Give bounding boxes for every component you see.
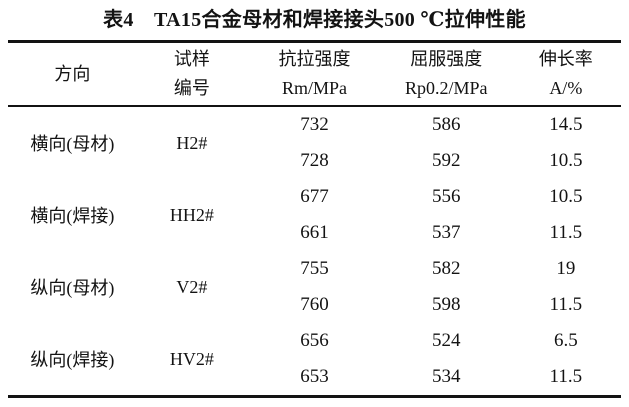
rm-value: 677 <box>300 186 329 207</box>
rp-value: 582 <box>432 258 461 279</box>
tensile-properties-table: 方向 试样 编号 抗拉强度 Rm/MPa 屈服强度 Rp0.2/MPa 伸长率 … <box>8 40 621 398</box>
rp-value: 598 <box>432 294 461 315</box>
header-line: 伸长率 <box>538 49 593 69</box>
table-row: 纵向(焊接) HV2# 656 524 6.5 <box>8 323 621 370</box>
header-line: A/% <box>549 78 583 98</box>
direction-cell: 横向(焊接) <box>30 206 115 226</box>
rp-value: 537 <box>432 222 461 243</box>
direction-cell: 纵向(焊接) <box>30 350 115 370</box>
rm-value: 661 <box>300 222 329 243</box>
rm-value: 760 <box>300 294 329 315</box>
table-body: 横向(母材) H2# 732 586 14.5 728 592 10.5 横向(… <box>8 106 621 397</box>
elongation-value: 10.5 <box>549 186 583 207</box>
rm-value: 656 <box>300 330 329 351</box>
specimen-cell: V2# <box>176 276 208 297</box>
elongation-value: 14.5 <box>549 114 583 135</box>
header-row: 方向 试样 编号 抗拉强度 Rm/MPa 屈服强度 Rp0.2/MPa 伸长率 … <box>8 42 621 107</box>
rm-value: 732 <box>300 114 329 135</box>
rm-value: 728 <box>300 150 329 171</box>
header-line: 编号 <box>173 78 210 98</box>
header-line: 屈服强度 <box>410 49 483 69</box>
header-line: Rp0.2/MPa <box>405 78 488 98</box>
table-row: 760 598 11.5 <box>8 287 621 323</box>
paper-table-figure: 表4 TA15合金母材和焊接接头500 ℃拉伸性能 方向 试样 编号 抗拉强度 … <box>8 0 621 398</box>
rp-value: 556 <box>432 186 461 207</box>
table-row: 横向(母材) H2# 732 586 14.5 <box>8 106 621 154</box>
rm-value: 755 <box>300 258 329 279</box>
specimen-cell: H2# <box>176 132 208 153</box>
table-row: 728 592 10.5 <box>8 143 621 179</box>
rp-value: 592 <box>432 150 461 171</box>
rm-value: 653 <box>300 366 329 387</box>
elongation-value: 6.5 <box>553 330 578 351</box>
elongation-value: 11.5 <box>549 366 583 387</box>
direction-cell: 横向(母材) <box>30 134 115 154</box>
header-line: 抗拉强度 <box>278 49 351 69</box>
col-header-tensile-strength: 抗拉强度 Rm/MPa <box>247 42 382 107</box>
table-row: 横向(焊接) HH2# 677 556 10.5 <box>8 179 621 226</box>
elongation-value: 11.5 <box>549 222 583 243</box>
table-row: 653 534 11.5 <box>8 359 621 397</box>
header-line: Rm/MPa <box>281 78 347 98</box>
header-line: 试样 <box>173 49 210 69</box>
col-header-elongation: 伸长率 A/% <box>511 42 621 107</box>
specimen-cell: HV2# <box>169 348 214 369</box>
rp-value: 534 <box>432 366 461 387</box>
rp-value: 586 <box>432 114 461 135</box>
table-row: 661 537 11.5 <box>8 215 621 251</box>
table-header: 方向 试样 编号 抗拉强度 Rm/MPa 屈服强度 Rp0.2/MPa 伸长率 … <box>8 42 621 107</box>
direction-cell: 纵向(母材) <box>30 278 115 298</box>
col-header-yield-strength: 屈服强度 Rp0.2/MPa <box>382 42 511 107</box>
specimen-cell: HH2# <box>169 204 214 225</box>
table-row: 纵向(母材) V2# 755 582 19 <box>8 251 621 298</box>
elongation-value: 11.5 <box>549 294 583 315</box>
rp-value: 524 <box>432 330 461 351</box>
col-header-direction: 方向 <box>8 42 137 107</box>
elongation-value: 10.5 <box>549 150 583 171</box>
header-line: 方向 <box>54 63 91 84</box>
table-title: 表4 TA15合金母材和焊接接头500 ℃拉伸性能 <box>103 9 526 31</box>
col-header-specimen: 试样 编号 <box>137 42 247 107</box>
elongation-value: 19 <box>556 258 576 279</box>
